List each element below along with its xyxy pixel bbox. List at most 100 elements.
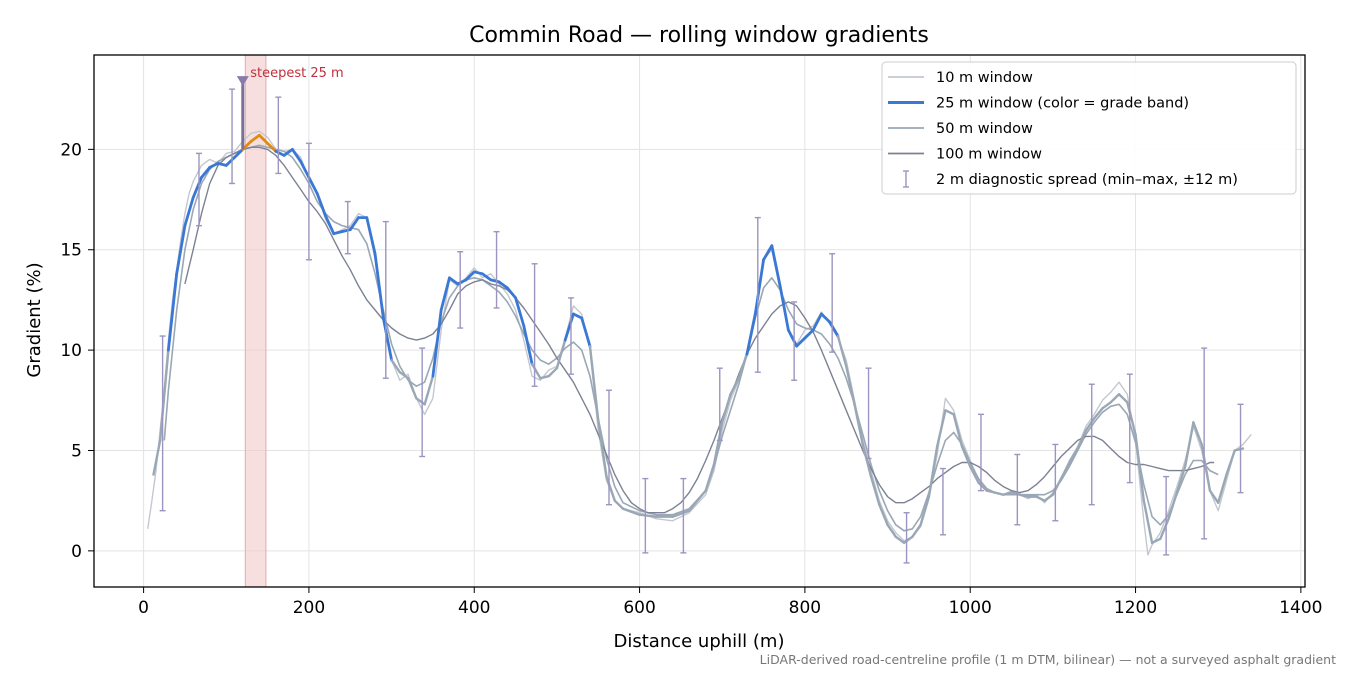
series-25m-segment [1068, 447, 1079, 464]
series-25m-segment [927, 445, 939, 498]
series-25m-segment [290, 147, 303, 163]
series-25m-segment [853, 403, 864, 446]
series-25m-segment [1217, 473, 1228, 504]
series-25m-segment [1233, 447, 1245, 452]
series-25m-segment [894, 535, 906, 545]
series-25m-segment [1035, 495, 1046, 502]
x-tick-label: 1200 [1114, 598, 1157, 618]
footnote: LiDAR-derived road-centreline profile (1… [760, 652, 1336, 667]
series-25m-segment [729, 377, 740, 396]
series-25m-segment [539, 375, 550, 380]
series-25m-segment [431, 308, 443, 378]
series-25m-segment [191, 176, 203, 199]
y-tick-label: 15 [60, 241, 82, 261]
series-25m-segment [332, 230, 344, 236]
series-25m-segment [266, 141, 278, 153]
series-25m-segment [1150, 537, 1162, 545]
series-25m-segment [522, 324, 534, 366]
steepest-marker-icon [236, 76, 249, 87]
series-25m-segment [1167, 491, 1179, 520]
series-25m-segment [597, 419, 608, 478]
series-25m-segment [803, 328, 815, 340]
series-25m-segment [1018, 493, 1030, 498]
x-tick-label: 200 [293, 598, 325, 618]
plot-area: steepest 25 m 0 200 400 600 800 1000 1200 1400 0 5… [60, 54, 1322, 618]
series-25m-segment [1002, 491, 1013, 496]
series-25m-segment [762, 244, 774, 262]
series-25m-segment [1109, 393, 1121, 404]
x-tick-label: 400 [458, 598, 490, 618]
chart-title: Commin Road — rolling window gradients [469, 23, 929, 48]
series-25m-segment [208, 162, 220, 169]
series-25m-segment [770, 244, 782, 288]
series-25m-segment [423, 375, 435, 406]
series-25m-segment [505, 286, 517, 300]
series-25m-segment [489, 278, 501, 284]
series-25m-segment [282, 147, 294, 157]
series-25m-segment [878, 503, 889, 526]
series-25m-segment [365, 216, 377, 256]
series-25m-segment [152, 439, 162, 476]
series-25m-segment [944, 409, 955, 416]
series-25m-segment [348, 216, 360, 232]
series-25m-segment [580, 316, 592, 348]
series-25m-segment [233, 147, 245, 159]
series-25m-segment [993, 491, 1005, 496]
series-25m-segment [712, 421, 724, 466]
series-25m-segment [381, 316, 393, 362]
y-tick-label: 5 [71, 441, 82, 461]
steepest-band [244, 54, 267, 588]
legend: 10 m window 25 m window (color = grade ba… [881, 61, 1297, 195]
series-25m-segment [563, 312, 575, 342]
series-100m-line [184, 146, 1215, 514]
series-25m-segment [530, 362, 542, 380]
x-tick-label: 800 [789, 598, 821, 618]
series-25m-segment [572, 312, 584, 320]
series-25m-segment [175, 224, 187, 276]
series-25m-segment [299, 159, 311, 179]
series-25m-segment [274, 149, 286, 157]
series-25m-segment [671, 509, 691, 518]
series-25m-segment [1076, 429, 1088, 450]
series-25m-segment [1117, 393, 1129, 404]
series-25m-segment [307, 176, 319, 195]
series-25m-segment [415, 397, 426, 406]
steepest-label: steepest 25 m [250, 66, 343, 81]
series-25m-segment [497, 280, 509, 290]
legend-label: 100 m window [936, 147, 1042, 163]
series-25m-segment [960, 445, 972, 468]
series-25m-segment [1084, 417, 1096, 432]
series-25m-segment [324, 214, 336, 236]
series-25m-segment [820, 312, 832, 324]
series-25m-segment [1159, 517, 1170, 541]
y-axis-label: Gradient (%) [24, 262, 45, 377]
series-25m-segment [249, 133, 261, 143]
series-25m-segment [737, 352, 749, 380]
series-25m-segment [919, 495, 931, 526]
series-25m-segment [555, 338, 567, 370]
legend-box [881, 61, 1297, 195]
series-25m-segment [200, 166, 212, 179]
series-25m-segment [886, 523, 898, 539]
series-25m-segment [166, 272, 179, 352]
series-25m-segment [448, 276, 460, 286]
series-25m-segment [514, 296, 526, 328]
series-25m-segment [845, 364, 856, 406]
series-25m-segment [257, 133, 269, 145]
series-25m-segment [1208, 489, 1220, 504]
series-25m-segment [224, 155, 236, 167]
series-25m-segment [390, 358, 402, 374]
series-25m-segment [547, 366, 559, 378]
series-25m-segment [481, 272, 493, 282]
series-25m-segment [398, 370, 410, 380]
series-25m-segment [778, 284, 790, 332]
series-25m-segment [464, 270, 476, 282]
y-tick-label: 0 [71, 542, 82, 562]
x-axis-label: Distance uphill (m) [614, 631, 785, 652]
series-25m-segment [811, 312, 823, 332]
x-tick-label: 600 [623, 598, 655, 618]
series-25m-segment [687, 489, 707, 512]
series-25m-segment [1175, 465, 1187, 494]
series-25m-segment [861, 443, 873, 478]
